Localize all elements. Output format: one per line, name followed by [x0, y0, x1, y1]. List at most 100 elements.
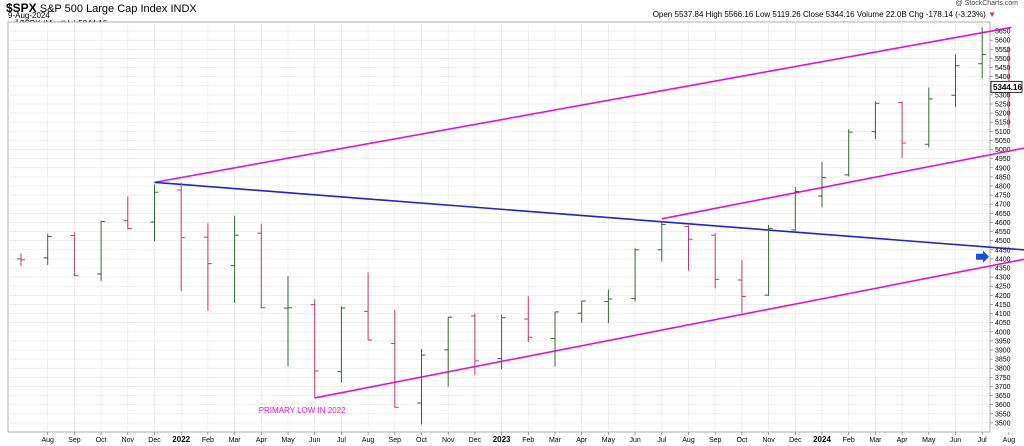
x-tick-label: Oct [96, 437, 107, 444]
close-value: 5344.16 [825, 10, 855, 19]
x-tick-label: Nov [122, 437, 135, 444]
y-tick-label: 4050 [995, 320, 1011, 327]
ohlc-bar [470, 313, 479, 375]
ohlc-readout: Open 5537.84 High 5566.16 Low 5119.26 Cl… [653, 10, 996, 19]
ohlc-bar [390, 309, 399, 408]
ohlc-bar [684, 225, 693, 271]
y-tick-label: 3800 [995, 366, 1011, 373]
ohlc-bar [284, 275, 292, 367]
y-tick-label: 4600 [995, 220, 1011, 227]
x-tick-label: Jul [337, 437, 346, 444]
chg-value: -178.14 (-3.23%) [925, 10, 986, 19]
y-tick-label: 5550 [995, 47, 1011, 54]
ohlc-bar [150, 184, 159, 242]
y-tick-label: 5000 [995, 147, 1011, 154]
y-tick-label: 4950 [995, 156, 1011, 163]
annotation-primary-low: PRIMARY LOW IN 2022 [259, 406, 346, 415]
ohlc-bar [257, 223, 266, 309]
ohlc-bar [497, 314, 506, 370]
x-tick-label: Dec [469, 437, 482, 444]
y-tick-label: 4250 [995, 284, 1011, 291]
x-tick-label: Apr [576, 437, 588, 444]
x-tick-label: Mar [229, 437, 242, 444]
y-tick-label: 4350 [995, 266, 1011, 273]
exchange: INDX [170, 3, 197, 15]
y-tick-label: 5200 [995, 111, 1011, 118]
ohlc-bar [43, 233, 52, 265]
ohlc-bar [524, 296, 533, 343]
ohlc-bar [203, 223, 212, 311]
plot-area [7, 21, 991, 433]
x-tick-label: Oct [736, 437, 747, 444]
x-tick-label: May [922, 437, 936, 444]
x-tick-label: Oct [416, 437, 427, 444]
chg-label: Chg [908, 10, 924, 19]
y-tick-label: 4550 [995, 229, 1011, 236]
x-tick-label: 2024 [813, 435, 831, 444]
y-tick-label: 4300 [995, 275, 1011, 282]
channel-mid [661, 147, 1024, 220]
open-label: Open [652, 10, 673, 19]
y-tick-label: 4000 [995, 329, 1011, 336]
x-tick-label: Dec [789, 437, 802, 444]
x-tick-label: Jun [950, 437, 961, 444]
x-tick-label: Nov [762, 437, 775, 444]
x-tick-label: Jun [309, 437, 320, 444]
x-tick-label: Sep [389, 437, 402, 444]
y-tick-label: 5650 [995, 29, 1011, 36]
ohlc-bar [364, 272, 373, 341]
x-tick-label: Aug [41, 437, 54, 444]
credit: @ StockCharts.com [955, 0, 1018, 7]
chart-date: 9-Aug-2024 [8, 11, 50, 20]
x-tick-label: Sep [68, 437, 81, 444]
ohlc-bar [871, 101, 880, 140]
chart-title: $SPX S&P 500 Large Cap Index INDX [6, 1, 197, 15]
ohlc-bar [230, 215, 239, 304]
last-value-frame [990, 80, 1023, 93]
ohlc-bar [337, 306, 346, 383]
last-value-box: 5344.16 [990, 80, 1023, 93]
y-tick-label: 4100 [995, 311, 1011, 318]
ohlc-bar [898, 101, 907, 158]
ohlc-bar [604, 289, 613, 324]
x-tick-label: 2022 [172, 435, 190, 444]
index-name: S&P 500 Large Cap Index [39, 3, 168, 15]
x-tick-label: May [281, 437, 295, 444]
x-tick-label: May [602, 437, 616, 444]
low-value: 5119.26 [772, 10, 801, 19]
ohlc-bar [818, 161, 826, 208]
y-tick-label: 3900 [995, 348, 1011, 355]
ohlc-bar [444, 316, 453, 387]
x-tick-label: Feb [522, 437, 534, 444]
channel-upper [154, 26, 1012, 184]
x-tick-label: Aug [682, 437, 695, 444]
x-tick-label: Apr [897, 437, 909, 444]
channel-lower [314, 258, 1024, 399]
ohlc-bar [310, 299, 319, 398]
y-tick-label: 4400 [995, 256, 1011, 263]
x-tick-label: Apr [256, 437, 268, 444]
volume-value: 22.0B [885, 10, 907, 19]
y-tick-label: 5250 [995, 102, 1011, 109]
y-tick-label: 5500 [995, 56, 1011, 63]
y-tick-label: 3750 [995, 375, 1011, 382]
x-tick-label: Nov [442, 437, 455, 444]
x-tick-label: Jun [629, 437, 640, 444]
y-tick-label: 3600 [995, 402, 1011, 409]
x-tick-label: Mar [549, 437, 562, 444]
x-tick-label: Sep [709, 437, 722, 444]
chg-down-arrow-icon: ▼ [988, 10, 996, 19]
y-tick-label: 5150 [995, 120, 1011, 127]
ohlc-bar [764, 224, 773, 296]
y-tick-label: 3700 [995, 384, 1011, 391]
ohlc-bar [951, 54, 960, 107]
y-tick-label: 4700 [995, 202, 1011, 209]
high-value: 5566.16 [724, 10, 754, 19]
high-label: High [705, 10, 723, 19]
y-tick-label: 4150 [995, 302, 1011, 309]
x-tick-label: Jul [978, 437, 987, 444]
close-label: Close [802, 10, 824, 19]
ohlc-bar [737, 260, 746, 313]
ohlc-bar [577, 300, 586, 323]
